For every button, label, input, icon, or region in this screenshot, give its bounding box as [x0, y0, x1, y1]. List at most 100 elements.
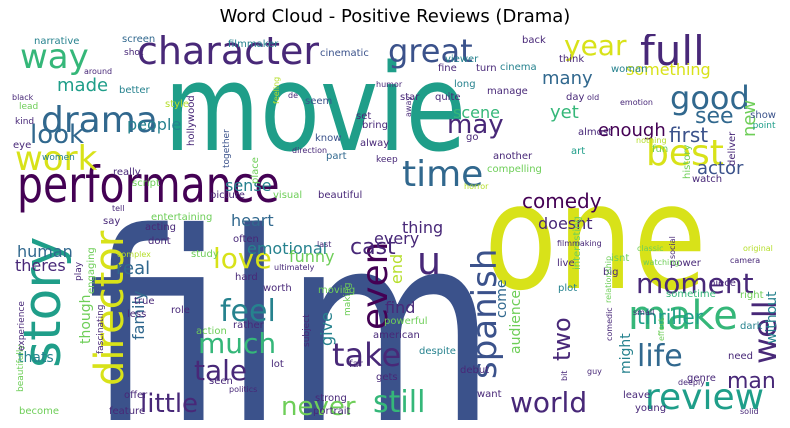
word-day: day — [566, 92, 584, 103]
word-bit: bit — [560, 371, 569, 381]
word-action: action — [196, 326, 227, 337]
word-making: making — [343, 283, 353, 316]
word-narrative: narrative — [34, 36, 79, 47]
word-life: life — [637, 339, 683, 374]
word-manage: manage — [487, 86, 528, 97]
word-nothing: nothing — [636, 136, 667, 145]
word-social: social — [668, 236, 677, 259]
word-first: first — [669, 123, 708, 147]
word-effect: effect — [657, 318, 666, 341]
word-great: great — [388, 34, 473, 70]
word-good: good — [670, 79, 750, 117]
word-feel: feel — [220, 294, 276, 329]
word-dont: dont — [148, 236, 171, 247]
word-despite: despite — [419, 346, 456, 357]
word-true: true — [134, 296, 155, 307]
word-many: many — [542, 68, 593, 89]
word-man: man — [727, 369, 776, 394]
word-entertaining: entertaining — [151, 212, 212, 223]
word-work: work — [15, 139, 98, 179]
word-isnt: isnt — [611, 253, 629, 264]
word-end: end — [387, 254, 406, 284]
word-together: together — [222, 129, 232, 168]
word-lot: lot — [271, 359, 284, 370]
word-american: american — [373, 330, 420, 341]
word-emotion: emotion — [620, 98, 653, 107]
word-cinema: cinema — [500, 62, 537, 73]
word-history: history — [682, 145, 693, 179]
word-world: world — [510, 386, 587, 419]
word-still: still — [373, 385, 425, 420]
word-something: something — [626, 60, 711, 79]
word-year: year — [564, 34, 627, 62]
word-ultimately: ultimately — [274, 263, 315, 272]
word-back: back — [522, 35, 546, 46]
word-power: power — [670, 258, 702, 269]
word-even: even — [355, 242, 396, 330]
word-acting: acting — [145, 222, 176, 233]
word-cloud: film movie one performance character story dra… — [12, 34, 778, 420]
word-tell: tell — [112, 204, 125, 213]
word-look: look — [30, 120, 84, 150]
word-plot: plot — [558, 283, 577, 294]
word-tale: tale — [194, 354, 247, 387]
word-study: study — [191, 249, 219, 260]
word-picture: picture — [210, 190, 245, 201]
word-feature: feature — [109, 406, 145, 417]
word-gets: gets — [376, 372, 398, 383]
word-little: little — [140, 389, 198, 419]
word-horror: horror — [464, 182, 489, 191]
word-humor: humor — [376, 80, 403, 89]
word-well: well — [746, 300, 778, 364]
word-script: script — [132, 178, 160, 189]
word-sometime: sometime — [666, 289, 716, 300]
word-big: big — [603, 267, 618, 278]
word-review: review — [645, 377, 764, 418]
word-genre: genre — [687, 373, 716, 384]
word-funny: funny — [289, 247, 335, 266]
word-cast: cast — [350, 235, 396, 260]
word-actor: actor — [697, 158, 744, 179]
word-thing: thing — [402, 218, 443, 237]
word-better: better — [119, 85, 150, 96]
word-seen: seen — [209, 376, 233, 387]
word-subject: subject — [302, 314, 312, 347]
word-may: may — [447, 110, 504, 140]
word-old: old — [587, 93, 599, 102]
word-alway: alway — [360, 138, 389, 149]
word-hollywood: hollywood — [186, 95, 197, 146]
word-watching: watching — [643, 258, 679, 267]
word-viewer: viewer — [445, 54, 479, 65]
word-dark: dark — [740, 321, 763, 332]
word-make: make — [628, 293, 738, 339]
word-far: far — [349, 359, 364, 370]
word-give: give — [317, 312, 336, 346]
word-de: de — [288, 91, 298, 100]
word-seem: seem — [305, 96, 332, 107]
word-point: point — [753, 121, 776, 131]
word-live: live — [557, 258, 575, 269]
word-part: part — [326, 151, 347, 162]
word-kind: kind — [15, 117, 34, 127]
word-complex: complex — [117, 250, 151, 259]
word-thriller: thriller — [637, 305, 704, 329]
word-made: made — [57, 75, 108, 96]
word-visual: visual — [273, 190, 302, 201]
word-deliver: deliver — [727, 131, 738, 166]
word-people: people — [127, 115, 181, 134]
word-fun: fun — [652, 144, 668, 155]
word-know: know — [315, 133, 341, 144]
word-offer: offer — [124, 390, 148, 401]
word-enough: enough — [598, 120, 666, 141]
word-politics: politics — [229, 385, 257, 394]
word-deeply: deeply — [678, 378, 705, 387]
word-set: set — [356, 111, 371, 122]
word-filmmaking: filmmaking — [557, 239, 602, 248]
word-solid: solid — [740, 407, 759, 416]
word-fascinating: fascinating — [96, 305, 106, 355]
word-story: story — [13, 237, 73, 368]
word-emotional: emotional — [247, 239, 327, 258]
word-leave: leave — [623, 390, 650, 401]
word-hard: hard — [235, 272, 258, 283]
word-yet: yet — [550, 102, 579, 123]
